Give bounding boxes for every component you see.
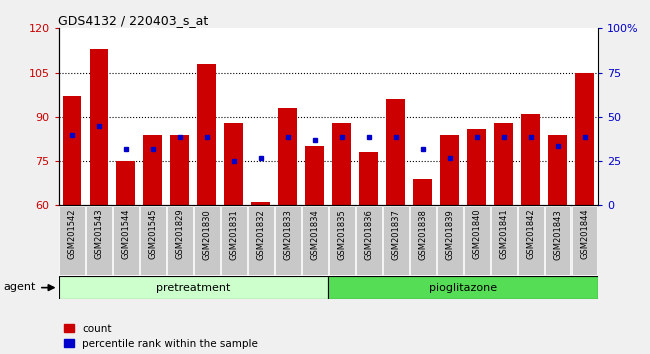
FancyBboxPatch shape xyxy=(194,206,220,275)
FancyBboxPatch shape xyxy=(410,206,436,275)
Text: GSM201841: GSM201841 xyxy=(499,209,508,259)
Bar xyxy=(575,73,594,205)
FancyBboxPatch shape xyxy=(58,276,328,299)
Text: GSM201842: GSM201842 xyxy=(526,209,535,259)
Text: agent: agent xyxy=(3,282,36,292)
FancyBboxPatch shape xyxy=(571,206,597,275)
Text: GSM201830: GSM201830 xyxy=(202,209,211,259)
Text: GSM201835: GSM201835 xyxy=(337,209,346,259)
FancyBboxPatch shape xyxy=(248,206,274,275)
Bar xyxy=(467,129,486,205)
Text: GSM201545: GSM201545 xyxy=(148,209,157,259)
FancyBboxPatch shape xyxy=(302,206,328,275)
Bar xyxy=(144,135,162,205)
FancyBboxPatch shape xyxy=(517,206,543,275)
Text: pioglitazone: pioglitazone xyxy=(429,282,497,293)
Bar xyxy=(90,49,109,205)
Bar xyxy=(548,135,567,205)
FancyBboxPatch shape xyxy=(356,206,382,275)
Text: GSM201829: GSM201829 xyxy=(176,209,185,259)
FancyBboxPatch shape xyxy=(329,206,355,275)
Bar xyxy=(332,123,351,205)
Text: GSM201840: GSM201840 xyxy=(472,209,481,259)
Text: GSM201843: GSM201843 xyxy=(553,209,562,259)
FancyBboxPatch shape xyxy=(221,206,247,275)
Bar xyxy=(252,202,270,205)
Text: GSM201833: GSM201833 xyxy=(283,209,292,260)
Bar xyxy=(198,64,216,205)
Text: GSM201839: GSM201839 xyxy=(445,209,454,259)
Legend: count, percentile rank within the sample: count, percentile rank within the sample xyxy=(64,324,258,349)
Text: pretreatment: pretreatment xyxy=(156,282,231,293)
FancyBboxPatch shape xyxy=(491,206,517,275)
FancyBboxPatch shape xyxy=(167,206,193,275)
FancyBboxPatch shape xyxy=(545,206,571,275)
Text: GSM201542: GSM201542 xyxy=(68,209,77,259)
Text: GSM201836: GSM201836 xyxy=(364,209,373,260)
Bar xyxy=(494,123,513,205)
Text: GSM201834: GSM201834 xyxy=(310,209,319,259)
Text: GDS4132 / 220403_s_at: GDS4132 / 220403_s_at xyxy=(58,14,209,27)
Bar xyxy=(306,146,324,205)
Text: GSM201831: GSM201831 xyxy=(229,209,239,259)
Bar xyxy=(116,161,135,205)
Bar xyxy=(62,96,81,205)
Text: GSM201844: GSM201844 xyxy=(580,209,589,259)
FancyBboxPatch shape xyxy=(463,206,489,275)
FancyBboxPatch shape xyxy=(59,206,85,275)
FancyBboxPatch shape xyxy=(383,206,409,275)
Bar xyxy=(413,179,432,205)
FancyBboxPatch shape xyxy=(113,206,139,275)
Bar xyxy=(386,99,405,205)
FancyBboxPatch shape xyxy=(328,276,598,299)
FancyBboxPatch shape xyxy=(86,206,112,275)
FancyBboxPatch shape xyxy=(140,206,166,275)
Bar xyxy=(278,108,297,205)
Bar xyxy=(224,123,243,205)
Text: GSM201837: GSM201837 xyxy=(391,209,400,260)
Bar xyxy=(359,152,378,205)
Text: GSM201838: GSM201838 xyxy=(418,209,427,260)
Text: GSM201544: GSM201544 xyxy=(122,209,131,259)
Bar xyxy=(170,135,189,205)
FancyBboxPatch shape xyxy=(437,206,463,275)
Bar xyxy=(440,135,459,205)
Text: GSM201543: GSM201543 xyxy=(94,209,103,259)
Bar xyxy=(521,114,540,205)
FancyBboxPatch shape xyxy=(275,206,301,275)
Text: GSM201832: GSM201832 xyxy=(256,209,265,259)
